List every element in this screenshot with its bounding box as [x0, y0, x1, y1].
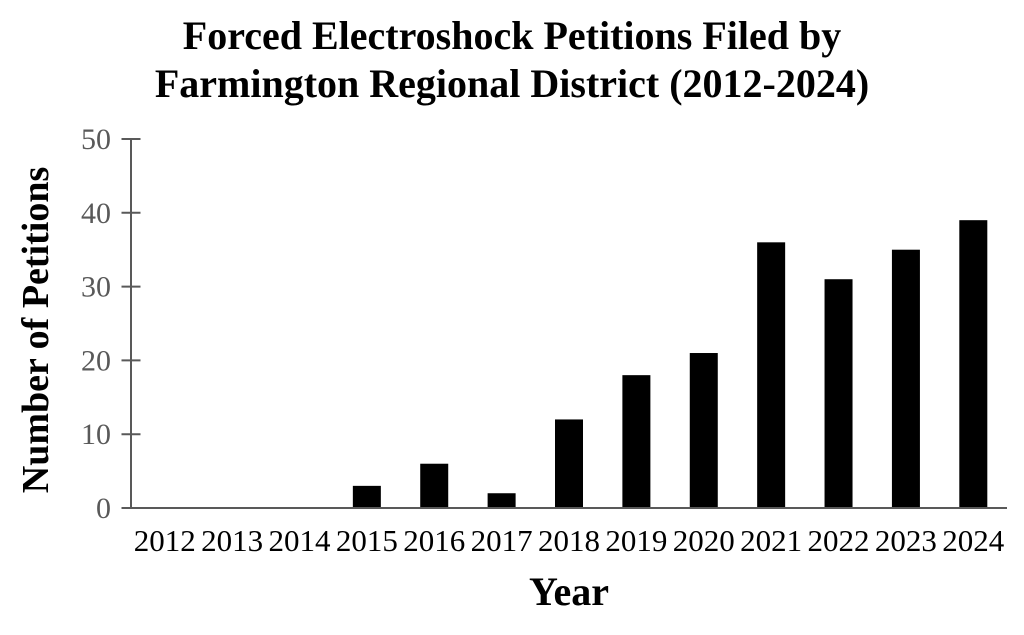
x-tick-label-2017: 2017 — [471, 523, 533, 558]
bar-2019 — [622, 375, 651, 508]
y-tick-label: 10 — [81, 418, 111, 451]
bar-2016 — [420, 463, 449, 508]
x-tick-label-2022: 2022 — [808, 523, 870, 558]
x-tick-label-2016: 2016 — [403, 523, 465, 558]
chart-title-line-2: Farmington Regional District (2012-2024) — [154, 61, 870, 106]
bar-2023 — [891, 249, 920, 508]
x-tick-label-2013: 2013 — [201, 523, 263, 558]
y-tick-label: 20 — [81, 344, 111, 377]
bar-2024 — [959, 220, 988, 508]
x-tick-label-2024: 2024 — [942, 523, 1005, 558]
x-tick-label-2012: 2012 — [134, 523, 196, 558]
chart-title: Forced Electroshock Petitions Filed by F… — [0, 12, 1024, 108]
x-axis-title: Year — [529, 569, 609, 614]
x-tick-label-2014: 2014 — [268, 523, 331, 558]
chart-title-line-1: Forced Electroshock Petitions Filed by — [182, 13, 842, 58]
y-tick-label: 40 — [81, 197, 111, 230]
bar-2020 — [689, 353, 718, 508]
x-tick-label-2015: 2015 — [336, 523, 398, 558]
y-tick-label: 0 — [96, 492, 111, 525]
x-tick-label-2018: 2018 — [538, 523, 600, 558]
x-tick-label-2019: 2019 — [605, 523, 667, 558]
bar-2022 — [824, 279, 853, 508]
bar-2015 — [352, 485, 381, 508]
x-tick-label-2023: 2023 — [875, 523, 937, 558]
bar-2017 — [487, 493, 516, 508]
y-tick-label: 50 — [81, 123, 111, 156]
x-tick-label-2021: 2021 — [740, 523, 802, 558]
bar-2018 — [555, 419, 583, 508]
y-tick-label: 30 — [81, 271, 111, 304]
bar-2021 — [757, 242, 786, 508]
x-tick-label-2020: 2020 — [673, 523, 735, 558]
